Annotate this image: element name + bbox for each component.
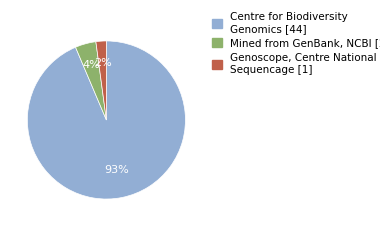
Text: 2%: 2% xyxy=(94,58,111,68)
Wedge shape xyxy=(76,42,106,120)
Legend: Centre for Biodiversity
Genomics [44], Mined from GenBank, NCBI [2], Genoscope, : Centre for Biodiversity Genomics [44], M… xyxy=(211,10,380,77)
Wedge shape xyxy=(27,41,185,199)
Text: 93%: 93% xyxy=(104,165,129,175)
Wedge shape xyxy=(96,41,106,120)
Text: 4%: 4% xyxy=(82,60,100,70)
